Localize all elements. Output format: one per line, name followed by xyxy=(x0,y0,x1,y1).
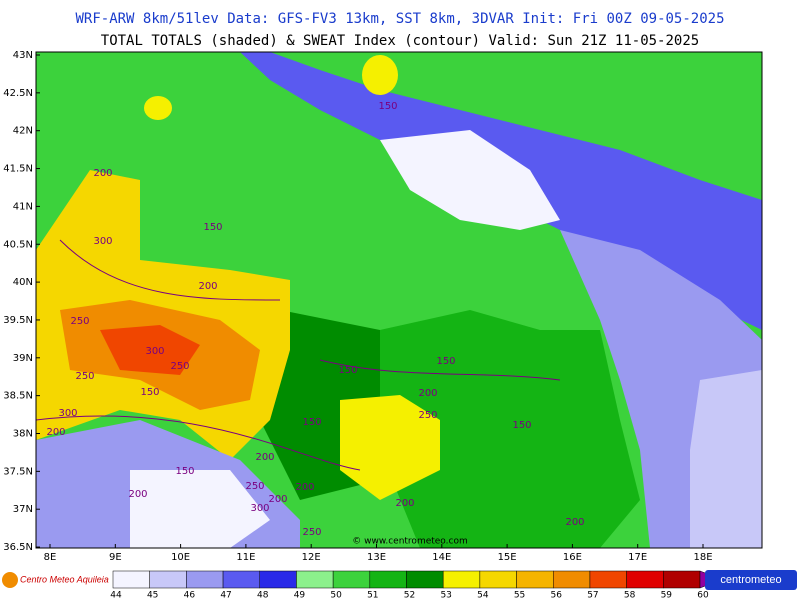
logo-right: centrometeo xyxy=(720,574,781,586)
colorbar-box xyxy=(442,570,481,589)
contour-label: 150 xyxy=(302,417,321,428)
contour-labels: 1502003001502002503002502501501501502002… xyxy=(46,101,584,538)
colorbar-label: 54 xyxy=(477,591,489,600)
colorbar-box xyxy=(332,570,371,589)
lat-label: 39.5N xyxy=(3,315,33,326)
colorbar-box xyxy=(259,570,297,589)
logo-right-bg xyxy=(705,570,797,590)
colorbar-box xyxy=(369,570,407,589)
colorbar-label: 60 xyxy=(697,591,709,600)
contour-label: 150 xyxy=(175,466,194,477)
colorbar-label: 56 xyxy=(551,591,563,600)
lat-label: 38N xyxy=(13,429,33,440)
colorbar-box xyxy=(479,570,517,589)
lat-label: 43N xyxy=(13,50,33,61)
lon-label: 16E xyxy=(563,552,582,563)
lon-label: 18E xyxy=(693,552,712,563)
contour-label: 200 xyxy=(565,517,584,528)
map-shading xyxy=(36,52,762,548)
lon-label: 8E xyxy=(44,552,57,563)
contour-label: 200 xyxy=(255,452,274,463)
lat-label: 36.5N xyxy=(3,542,33,553)
contour-label: 300 xyxy=(58,408,77,419)
contour-label: 150 xyxy=(378,101,397,112)
colorbar-label: 47 xyxy=(220,591,231,600)
colorbar-label: 55 xyxy=(514,591,525,600)
colorbar-box xyxy=(589,570,627,589)
lat-label: 41.5N xyxy=(3,164,33,175)
contour-label: 200 xyxy=(128,489,147,500)
logo-left-icon xyxy=(2,572,18,588)
contour-label: 200 xyxy=(295,482,314,493)
lat-label: 37.5N xyxy=(3,466,33,477)
lon-label: 17E xyxy=(628,552,647,563)
colorbar-label: 58 xyxy=(624,591,636,600)
colorbar: 44 45 46 47 48 49 50 51 52 53 54 55 56 57 58 59 60 xyxy=(110,570,723,600)
watermark: © www.centrometeo.com xyxy=(352,537,468,547)
contour-label: 150 xyxy=(512,420,531,431)
contour-label: 250 xyxy=(302,527,321,538)
colorbar-label: 57 xyxy=(587,591,598,600)
colorbar-label: 50 xyxy=(330,591,342,600)
lon-label: 9E xyxy=(109,552,122,563)
colorbar-box xyxy=(149,570,187,589)
colorbar-label: 49 xyxy=(294,591,306,600)
contour-label: 300 xyxy=(93,236,112,247)
lat-label: 42.5N xyxy=(3,88,33,99)
colorbar-label: 53 xyxy=(440,591,451,600)
contour-label: 200 xyxy=(198,281,217,292)
colorbar-box xyxy=(406,570,444,589)
contour-label: 300 xyxy=(145,346,164,357)
colorbar-box xyxy=(112,570,150,589)
lat-label: 40N xyxy=(13,277,33,288)
lat-label: 38.5N xyxy=(3,391,33,402)
lat-label: 41N xyxy=(13,201,33,212)
colorbar-label: 51 xyxy=(367,591,378,600)
contour-label: 250 xyxy=(75,371,94,382)
contour-label: 150 xyxy=(140,387,159,398)
contour-label: 200 xyxy=(93,168,112,179)
lat-label: 40.5N xyxy=(3,239,33,250)
colorbar-box xyxy=(553,570,591,589)
colorbar-box xyxy=(663,570,701,589)
lon-label: 14E xyxy=(432,552,451,563)
contour-label: 150 xyxy=(436,356,455,367)
lat-label: 42N xyxy=(13,126,33,137)
colorbar-label: 52 xyxy=(404,591,415,600)
colorbar-box xyxy=(186,570,224,589)
lat-label: 37N xyxy=(13,504,33,515)
colorbar-box xyxy=(222,570,260,589)
contour-label: 250 xyxy=(70,316,89,327)
contour-label: 300 xyxy=(250,503,269,514)
map-frame xyxy=(35,51,763,549)
colorbar-box xyxy=(516,570,554,589)
contour-label: 200 xyxy=(395,498,414,509)
colorbar-label: 59 xyxy=(661,591,673,600)
colorbar-label: 48 xyxy=(257,591,269,600)
colorbar-box xyxy=(296,570,334,589)
contour-label: 150 xyxy=(203,222,222,233)
lon-label: 12E xyxy=(302,552,321,563)
colorbar-label: 46 xyxy=(184,591,196,600)
colorbar-label: 44 xyxy=(110,591,122,600)
axes: 43N 42.5N 42N 41.5N 41N 40.5N 40N 39.5N 39N 38.5N… xyxy=(3,50,712,563)
lon-label: 15E xyxy=(498,552,517,563)
contour-label: 200 xyxy=(268,494,287,505)
lon-label: 13E xyxy=(367,552,386,563)
contour-label: 250 xyxy=(418,410,437,421)
contour-label: 150 xyxy=(338,365,357,376)
logo-left: Centro Meteo Aquileia xyxy=(20,574,109,584)
colorbar-box xyxy=(626,570,664,589)
contour-label: 200 xyxy=(46,427,65,438)
lat-label: 39N xyxy=(13,353,33,364)
lon-label: 11E xyxy=(236,552,255,563)
contour-label: 250 xyxy=(170,361,189,372)
lon-label: 10E xyxy=(171,552,190,563)
contour-label: 250 xyxy=(245,481,264,492)
header-line2: TOTAL TOTALS (shaded) & SWEAT Index (con… xyxy=(101,33,699,49)
contour-label: 200 xyxy=(418,388,437,399)
header-line1: WRF-ARW 8km/51lev Data: GFS-FV3 13km, SS… xyxy=(75,11,724,27)
colorbar-label: 45 xyxy=(147,591,158,600)
